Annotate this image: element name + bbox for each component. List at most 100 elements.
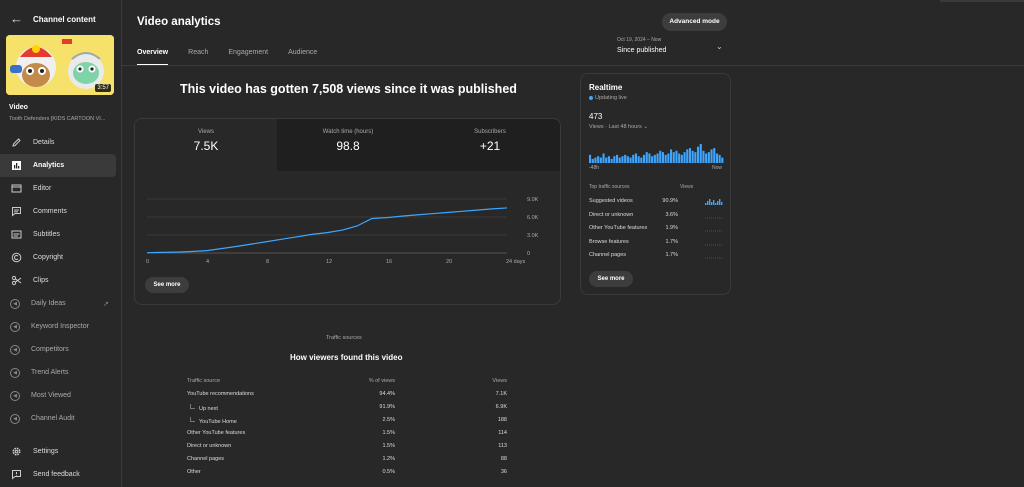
duration-badge: 3:57	[95, 84, 111, 92]
row-pct: 1.5%	[382, 443, 395, 449]
metric-views[interactable]: Views 7.5K	[135, 119, 277, 171]
list-item: Direct or unknown 3.6%	[581, 209, 732, 223]
realtime-bar	[610, 158, 613, 163]
list-item: Suggested videos 90.9%	[581, 195, 732, 209]
table-row[interactable]: Other 0.5% 36	[187, 466, 507, 479]
table-row[interactable]: Direct or unknown 1.5% 113	[187, 440, 507, 453]
sidebar-item-label: Editor	[33, 185, 52, 192]
video-thumbnail[interactable]: 3:57	[6, 35, 114, 95]
advanced-mode-button[interactable]: Advanced mode	[662, 13, 727, 31]
sidebar-item-analytics[interactable]: Analytics	[0, 154, 116, 177]
realtime-bar	[718, 154, 721, 163]
realtime-see-more-button[interactable]: See more	[589, 271, 633, 287]
tab-engagement[interactable]: Engagement	[228, 49, 269, 56]
metric-value: 7.5K	[193, 139, 219, 153]
table-row[interactable]: Other YouTube features 1.5% 114	[187, 427, 507, 440]
realtime-bar	[626, 156, 629, 163]
realtime-col-source: Top traffic sources	[589, 184, 630, 190]
realtime-bar	[713, 148, 716, 163]
realtime-bar	[616, 154, 619, 163]
table-row[interactable]: Channel pages 1.2% 88	[187, 453, 507, 466]
row-pct: 94.4%	[379, 391, 395, 397]
views-line-chart: 0 3.0K 6.0K 9.0K 0 4 8 12 16 20 24 days	[146, 197, 539, 265]
sidebar-item-label: Clips	[33, 277, 49, 284]
sidebar-item-daily-ideas[interactable]: ◀ Daily Ideas ↗	[0, 292, 122, 315]
date-range-selector[interactable]: Oct 19, 2024 – Now Since published	[617, 37, 666, 54]
sidebar-item-label: Analytics	[33, 162, 65, 169]
sparkline-bar	[719, 199, 721, 205]
comments-icon	[10, 206, 22, 218]
chevron-down-icon: ⌄	[643, 124, 648, 130]
sidebar-item-trend-alerts[interactable]: ◀ Trend Alerts	[0, 361, 122, 384]
table-row[interactable]: YouTube Home 2.5% 188	[187, 414, 507, 427]
chevron-down-icon[interactable]: ⌄	[716, 42, 723, 51]
source-name: Channel pages	[589, 252, 627, 258]
list-item: Browse features 1.7%	[581, 236, 732, 250]
realtime-bar-chart	[589, 144, 724, 163]
x-tick-label: 24 days	[506, 259, 526, 265]
editor-icon	[10, 183, 22, 195]
sparkline-bar	[717, 201, 719, 205]
video-label: Video	[9, 104, 28, 111]
realtime-bar	[591, 158, 594, 163]
sidebar-item-label: Competitors	[31, 346, 69, 353]
realtime-bar	[664, 154, 667, 163]
tab-overview[interactable]: Overview	[137, 44, 169, 66]
table-row[interactable]: YouTube recommendations 94.4% 7.1K	[187, 388, 507, 401]
sidebar-item-comments[interactable]: Comments	[0, 200, 122, 223]
sidebar-item-subtitles[interactable]: Subtitles	[0, 223, 122, 246]
row-pct: 2.5%	[382, 417, 395, 423]
tab-audience[interactable]: Audience	[288, 49, 318, 56]
sidebar-item-copyright[interactable]: Copyright	[0, 246, 122, 269]
tabs-divider	[122, 65, 1024, 66]
see-more-button[interactable]: See more	[145, 277, 189, 293]
realtime-bar	[661, 152, 664, 163]
tab-reach[interactable]: Reach	[188, 49, 209, 56]
realtime-bar	[680, 154, 683, 163]
sidebar-item-label: Subtitles	[33, 231, 60, 238]
sidebar-item-editor[interactable]: Editor	[0, 177, 122, 200]
x-tick-label: 8	[266, 259, 269, 265]
sidebar-item-most-viewed[interactable]: ◀ Most Viewed	[0, 384, 122, 407]
metric-label: Views	[198, 129, 214, 135]
extension-icon: ◀	[10, 344, 20, 355]
x-tick-label: 4	[206, 259, 209, 265]
realtime-bar	[656, 153, 659, 163]
sparkline-bar	[721, 202, 723, 205]
realtime-bar	[686, 149, 689, 163]
sidebar-item-details[interactable]: Details	[0, 131, 122, 154]
realtime-bar	[688, 148, 691, 163]
sidebar-item-clips[interactable]: Clips	[0, 269, 122, 292]
metric-watch-time[interactable]: Watch time (hours) 98.8	[277, 119, 419, 171]
sparkline	[705, 230, 723, 232]
sparkline-bar	[705, 203, 707, 205]
source-name: Direct or unknown	[589, 211, 634, 218]
sidebar-item-send-feedback[interactable]: Send feedback	[0, 463, 122, 486]
table-row[interactable]: Up next 91.9% 6.9K	[187, 401, 507, 414]
y-tick-label: 3.0K	[527, 233, 539, 239]
realtime-views-label[interactable]: Views · Last 48 hours ⌄	[589, 124, 648, 130]
top-bar	[940, 0, 1024, 2]
source-pct: 90.9%	[662, 198, 678, 204]
sidebar-item-settings[interactable]: Settings	[0, 440, 122, 463]
row-source: Direct or unknown	[187, 443, 232, 449]
sidebar-item-label: Details	[33, 139, 55, 146]
sidebar-item-channel-audit[interactable]: ◀ Channel Audit	[0, 407, 122, 430]
realtime-status-text: Updating live	[595, 95, 627, 101]
back-arrow-icon[interactable]: ←	[10, 11, 23, 26]
col-views: Views	[492, 378, 507, 384]
realtime-bar	[702, 150, 705, 163]
y-tick-label: 9.0K	[527, 197, 539, 203]
sidebar-item-keyword-inspector[interactable]: ◀ Keyword Inspector	[0, 315, 122, 338]
metric-value: +21	[479, 139, 501, 153]
realtime-card: Realtime Updating live 473 Views · Last …	[580, 73, 731, 295]
sidebar-item-competitors[interactable]: ◀ Competitors	[0, 338, 122, 361]
overview-chart-card: Views 7.5K Watch time (hours) 98.8 Subsc…	[134, 118, 561, 305]
realtime-bar	[645, 152, 648, 163]
metric-subscribers[interactable]: Subscribers +21	[419, 119, 560, 171]
views-headline: This video has gotten 7,508 views since …	[180, 82, 517, 96]
row-views: 6.9K	[495, 404, 507, 410]
realtime-bar	[699, 144, 702, 163]
external-link-icon: ↗	[103, 300, 109, 308]
